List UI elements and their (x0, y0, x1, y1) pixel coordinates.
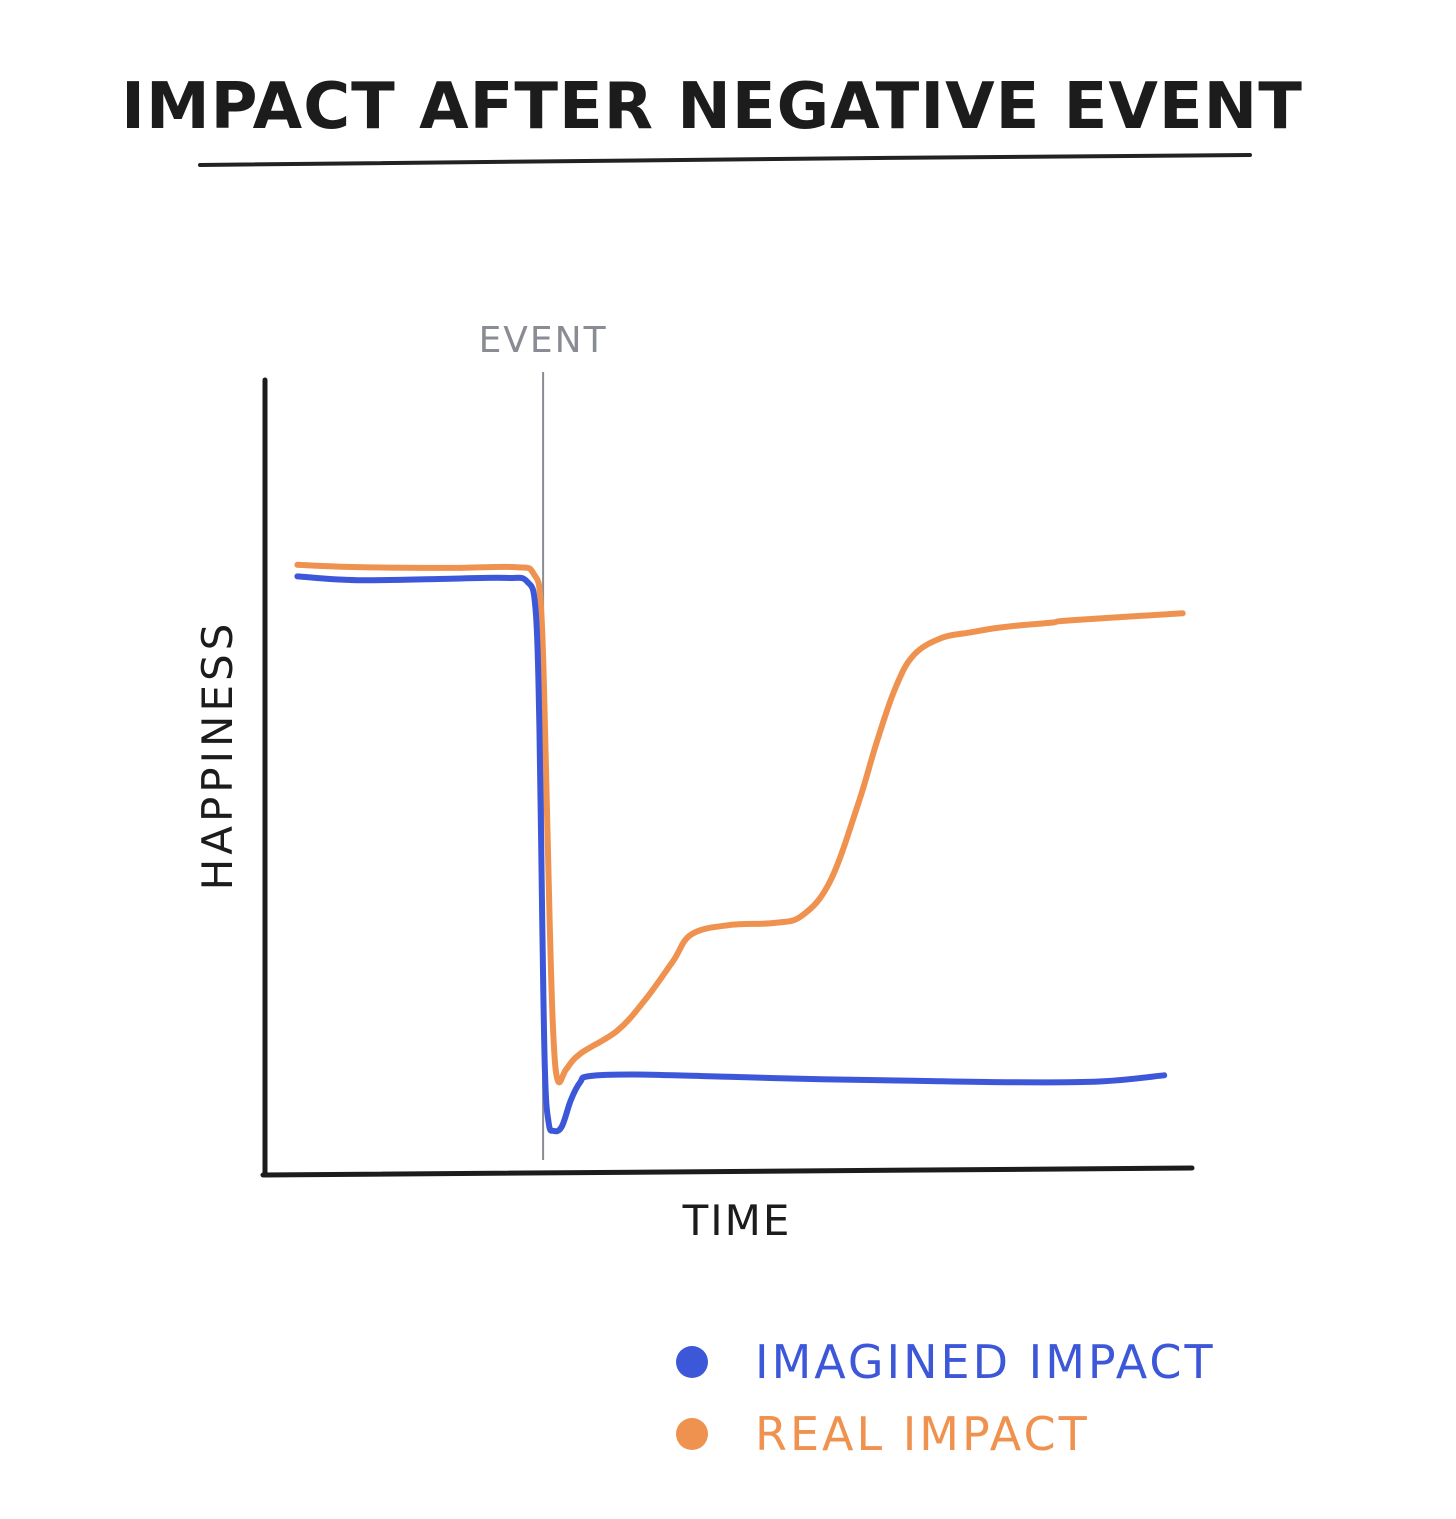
legend-item-real: REAL IMPACT (676, 1407, 1090, 1461)
legend-label-real: REAL IMPACT (755, 1407, 1090, 1461)
legend: IMAGINED IMPACT REAL IMPACT (676, 1335, 1216, 1461)
y-axis-label: HAPPINESS (193, 620, 242, 891)
legend-marker-real (676, 1418, 708, 1450)
legend-item-imagined: IMAGINED IMPACT (676, 1335, 1216, 1389)
event-marker-label: EVENT (479, 320, 608, 361)
x-axis-line (260, 1165, 1195, 1178)
series-line-real-impact (294, 561, 1186, 1086)
title-underline (198, 153, 1252, 167)
legend-marker-imagined (676, 1346, 708, 1378)
x-axis-label: TIME (682, 1196, 792, 1245)
legend-label-imagined: IMAGINED IMPACT (755, 1335, 1216, 1389)
series-line-imagined-impact (294, 573, 1168, 1135)
plot-area: EVENT (294, 320, 1186, 1160)
chart-title: IMPACT AFTER NEGATIVE EVENT (121, 70, 1303, 144)
